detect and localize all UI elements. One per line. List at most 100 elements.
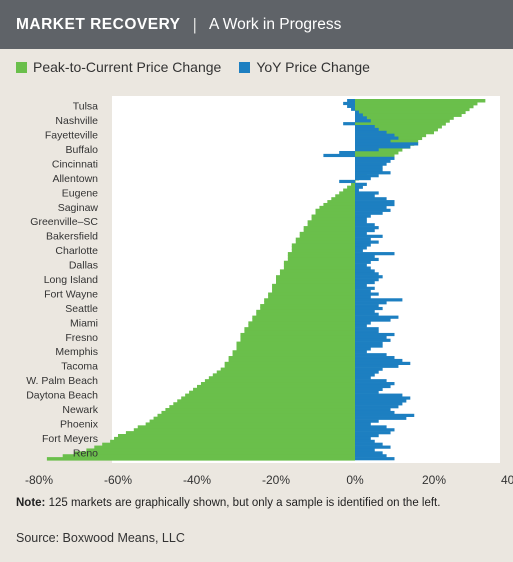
yoy-bar: [355, 390, 379, 394]
peak-bar: [291, 243, 355, 247]
peak-bar: [220, 367, 355, 372]
yoy-bar: [355, 321, 371, 325]
peak-bar: [319, 205, 355, 210]
legend-label-peak: Peak-to-Current Price Change: [33, 59, 222, 75]
peak-bar: [339, 191, 355, 195]
yoy-bar: [355, 275, 383, 279]
yoy-bar: [355, 393, 403, 397]
yoy-bar: [355, 292, 379, 296]
yoy-bar: [355, 318, 391, 322]
peak-bar: [283, 266, 355, 270]
peak-bar: [295, 237, 355, 242]
yoy-bar: [355, 408, 391, 412]
yoy-bar: [355, 312, 379, 316]
x-tick-label: -40%: [183, 473, 211, 487]
yoy-bar: [355, 174, 379, 178]
yoy-bar: [355, 457, 395, 461]
peak-bar: [323, 202, 355, 207]
peak-bar: [149, 419, 355, 424]
market-label: Fort Wayne: [44, 288, 98, 300]
yoy-bar: [355, 130, 387, 134]
chart-subtitle: A Work in Progress: [208, 15, 342, 33]
peak-bar: [355, 122, 446, 126]
yoy-bar: [351, 107, 355, 111]
yoy-bar: [355, 249, 363, 253]
peak-bar: [303, 226, 355, 230]
market-label: Seattle: [65, 303, 98, 315]
yoy-bar: [355, 327, 379, 331]
peak-bar: [189, 390, 355, 395]
yoy-bar: [355, 428, 395, 432]
market-label: Bakersfield: [46, 231, 98, 243]
yoy-bar: [355, 165, 383, 169]
peak-bar: [279, 272, 355, 276]
peak-bar: [355, 179, 356, 184]
yoy-bar: [355, 252, 395, 256]
yoy-bar: [355, 454, 387, 458]
peak-bar: [276, 280, 355, 285]
peak-bar: [355, 130, 434, 135]
market-label: Long Island: [44, 274, 98, 286]
peak-bar: [355, 104, 474, 109]
yoy-bar: [355, 298, 403, 302]
peak-bar: [256, 312, 355, 317]
peak-bar: [236, 347, 355, 351]
peak-bar: [355, 99, 486, 103]
yoy-bar: [355, 445, 391, 449]
yoy-bar: [355, 425, 387, 429]
yoy-bar: [355, 278, 379, 282]
yoy-bar: [355, 272, 379, 276]
chart-title: MARKET RECOVERY: [16, 15, 181, 33]
peak-bar: [161, 410, 355, 415]
yoy-bar: [355, 145, 411, 149]
peak-bar: [268, 295, 355, 299]
yoy-bar: [355, 309, 375, 314]
peak-bar: [327, 200, 355, 204]
peak-bar: [272, 283, 355, 288]
yoy-bar: [355, 419, 379, 423]
x-tick-label: 20%: [422, 473, 446, 487]
yoy-bar: [355, 410, 395, 415]
yoy-bar: [355, 382, 395, 386]
yoy-bar: [355, 283, 367, 288]
peak-bar: [299, 234, 355, 239]
peak-bar: [260, 306, 355, 311]
yoy-bar: [355, 197, 387, 201]
yoy-bar: [355, 266, 371, 270]
yoy-bar: [355, 133, 395, 137]
peak-bar: [114, 436, 355, 441]
yoy-bar: [355, 341, 383, 345]
yoy-bar: [355, 139, 391, 143]
yoy-bar: [355, 116, 367, 120]
peak-bar: [86, 448, 356, 452]
market-label: Daytona Beach: [26, 390, 98, 402]
yoy-bar: [355, 136, 399, 140]
yoy-bar: [355, 350, 367, 354]
peak-bar: [137, 425, 355, 429]
peak-bar: [145, 422, 355, 426]
yoy-bar: [355, 205, 387, 210]
market-label: Buffalo: [66, 144, 99, 156]
peak-bar: [291, 246, 355, 250]
peak-bar: [212, 373, 355, 377]
yoy-bar: [355, 176, 371, 181]
peak-bar: [303, 228, 355, 233]
peak-bar: [244, 330, 355, 334]
yoy-bar: [355, 188, 359, 192]
yoy-bar: [355, 223, 375, 227]
yoy-bar: [355, 306, 383, 311]
yoy-bar: [355, 142, 419, 146]
peak-bar: [102, 442, 355, 447]
peak-bar: [343, 188, 355, 193]
yoy-bar: [355, 110, 359, 114]
yoy-bar: [355, 396, 411, 400]
yoy-bar: [343, 101, 355, 106]
market-label: Fayetteville: [45, 130, 98, 142]
peak-bar: [355, 113, 462, 117]
chart-note: Note: 125 markets are graphically shown,…: [16, 497, 440, 509]
peak-bar: [351, 182, 355, 187]
peak-bar: [118, 434, 355, 438]
peak-bar: [272, 286, 355, 291]
